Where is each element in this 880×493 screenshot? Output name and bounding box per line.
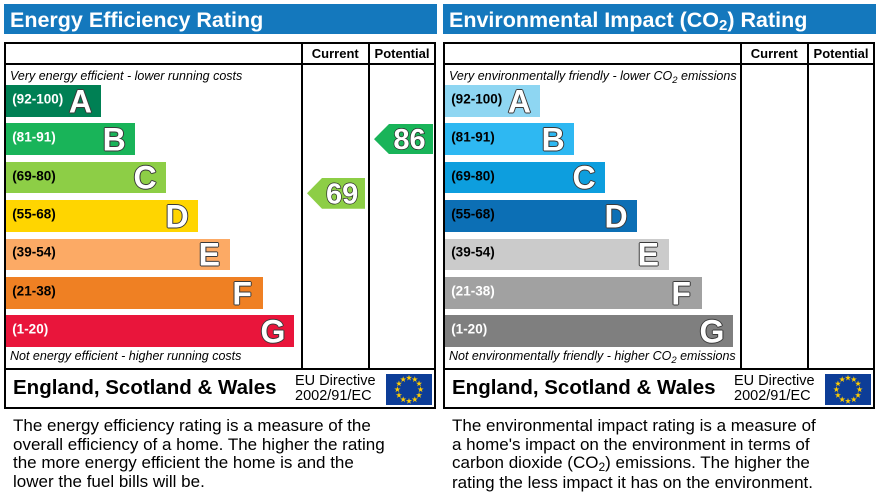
svg-text:86: 86 (393, 124, 425, 154)
svg-text:69: 69 (326, 178, 358, 209)
